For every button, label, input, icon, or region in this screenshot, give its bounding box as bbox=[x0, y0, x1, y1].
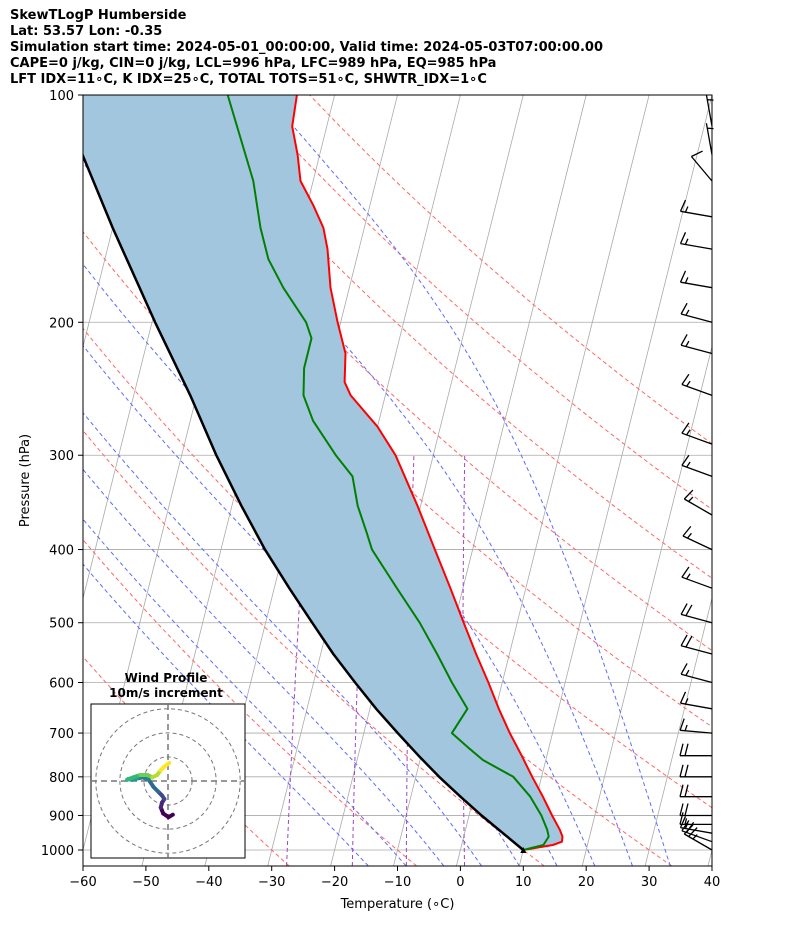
wind-barb bbox=[681, 454, 713, 478]
wind-barb bbox=[680, 663, 713, 684]
wind-barb bbox=[705, 94, 714, 127]
wind-barb bbox=[679, 764, 712, 778]
wind-barb bbox=[680, 603, 713, 624]
wind-barb bbox=[681, 373, 713, 397]
x-tick-label: 40 bbox=[704, 875, 721, 890]
y-tick-label: 200 bbox=[49, 316, 74, 331]
isotherm-line bbox=[83, 95, 84, 97]
y-tick-label: 700 bbox=[49, 727, 74, 742]
isotherm-line bbox=[644, 596, 712, 866]
y-tick-label: 900 bbox=[49, 809, 74, 824]
x-axis-label: Temperature (∘C) bbox=[340, 897, 455, 912]
x-tick-label: 10 bbox=[515, 875, 532, 890]
moist-adiabat bbox=[83, 563, 369, 866]
station-coordinates: Lat: 53.57 Lon: -0.35 bbox=[10, 24, 163, 39]
simulation-times: Simulation start time: 2024-05-01_00:00:… bbox=[10, 40, 603, 55]
wind-barb bbox=[690, 150, 713, 182]
temperature-profile-line bbox=[291, 95, 564, 851]
isotherm-line bbox=[518, 95, 712, 866]
wind-barb bbox=[705, 123, 714, 155]
mixing-ratio-line bbox=[462, 455, 466, 866]
moist-adiabat bbox=[265, 95, 671, 866]
y-tick-label: 400 bbox=[49, 544, 74, 559]
x-tick-label: 20 bbox=[578, 875, 595, 890]
stability-indices: LFT IDX=11∘C, K IDX=25∘C, TOTAL TOTS=51∘… bbox=[10, 72, 487, 87]
x-tick-label: −30 bbox=[258, 875, 285, 890]
parcel-profile-line bbox=[83, 152, 525, 851]
wind-barb bbox=[679, 691, 713, 710]
wind-barb bbox=[679, 199, 713, 218]
wind-barb bbox=[680, 334, 713, 355]
x-tick-label: −40 bbox=[195, 875, 222, 890]
hodograph-subtitle: 10m/s increment bbox=[109, 686, 223, 700]
wind-barb bbox=[681, 566, 713, 589]
wind-barb bbox=[679, 784, 712, 798]
wind-barb bbox=[682, 525, 713, 551]
y-axis-label: Pressure (hPa) bbox=[18, 434, 33, 527]
lcl-marker bbox=[520, 847, 527, 854]
x-tick-label: 30 bbox=[641, 875, 658, 890]
wind-barb bbox=[679, 232, 713, 250]
x-tick-label: −50 bbox=[132, 875, 159, 890]
wind-barb bbox=[683, 489, 713, 516]
y-tick-label: 500 bbox=[49, 617, 74, 632]
dry-adiabat bbox=[309, 95, 712, 445]
isotherm-line bbox=[707, 848, 712, 866]
y-tick-label: 300 bbox=[49, 449, 74, 464]
cape-cin-summary: CAPE=0 j/kg, CIN=0 j/kg, LCL=996 hPa, LF… bbox=[10, 56, 497, 71]
wind-barb bbox=[679, 812, 712, 826]
moist-adiabat bbox=[83, 411, 483, 866]
hodograph-segment bbox=[162, 760, 172, 769]
x-tick-label: −20 bbox=[321, 875, 348, 890]
y-tick-label: 100 bbox=[49, 89, 74, 104]
hodograph-title: Wind Profile bbox=[125, 671, 208, 685]
hodograph-plot bbox=[91, 704, 245, 858]
wind-barb bbox=[679, 743, 712, 757]
x-tick-label: −10 bbox=[384, 875, 411, 890]
x-tick-label: 0 bbox=[456, 875, 464, 890]
dewpoint-profile-line bbox=[226, 95, 550, 851]
isotherm-line bbox=[581, 345, 712, 866]
wind-barb bbox=[679, 718, 713, 734]
x-tick-label: −60 bbox=[69, 875, 96, 890]
wind-barb bbox=[679, 803, 712, 817]
moist-adiabat bbox=[130, 95, 633, 866]
chart-header: SkewTLogP Humberside Lat: 53.57 Lon: -0.… bbox=[10, 8, 603, 88]
station-title: SkewTLogP Humberside bbox=[10, 8, 187, 23]
wind-barb bbox=[680, 302, 713, 323]
moist-adiabat bbox=[83, 468, 445, 866]
parcel-fill-area bbox=[83, 95, 563, 850]
dry-adiabat bbox=[83, 429, 545, 866]
isotherm-line bbox=[330, 95, 524, 866]
wind-barb bbox=[679, 270, 713, 289]
wind-barb bbox=[680, 634, 713, 655]
wind-barb bbox=[681, 422, 713, 445]
y-tick-label: 1000 bbox=[41, 844, 74, 859]
y-tick-label: 800 bbox=[49, 771, 74, 786]
y-tick-label: 600 bbox=[49, 677, 74, 692]
moist-adiabat bbox=[83, 518, 407, 866]
